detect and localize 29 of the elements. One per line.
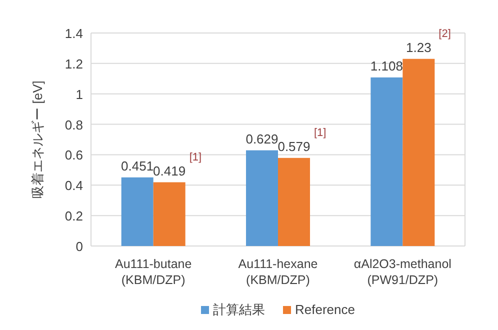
data-label: 1.23 xyxy=(406,40,432,55)
x-tick-label: Au111-butane (KBM/DZP) xyxy=(114,257,192,287)
x-tick-label: Au111-hexane (KBM/DZP) xyxy=(238,257,318,287)
bar xyxy=(246,150,278,246)
y-tick-label: 1.4 xyxy=(64,26,83,41)
y-tick-label: 0.2 xyxy=(64,208,83,224)
data-label: 0.451 xyxy=(121,158,154,174)
bar xyxy=(121,177,154,246)
data-label: 0.419 xyxy=(153,163,186,178)
y-axis-title: 吸着エネルギー [eV] xyxy=(30,80,45,198)
y-tick-label: 0 xyxy=(76,239,83,254)
annotation: [1] xyxy=(314,126,326,139)
annotation: [1] xyxy=(189,151,202,164)
bar xyxy=(370,77,403,246)
legend-label: Reference xyxy=(295,302,355,317)
y-tick-label: 0.8 xyxy=(64,117,83,132)
y-tick-label: 1 xyxy=(76,86,83,102)
data-label: 0.579 xyxy=(278,138,310,154)
bar xyxy=(278,158,310,246)
bar xyxy=(153,182,186,246)
data-label: 0.629 xyxy=(246,131,278,146)
bar xyxy=(402,58,435,246)
y-tick-label: 1.2 xyxy=(64,56,83,72)
y-tick-label: 0.6 xyxy=(64,148,83,163)
y-tick-label: 0.4 xyxy=(64,178,83,194)
data-label: 1.108 xyxy=(370,58,403,74)
legend-label: 計算結果 xyxy=(213,302,266,317)
annotation: [2] xyxy=(438,28,451,40)
x-tick-label: αAl2O3-methanol (PW91/DZP) xyxy=(354,257,452,287)
